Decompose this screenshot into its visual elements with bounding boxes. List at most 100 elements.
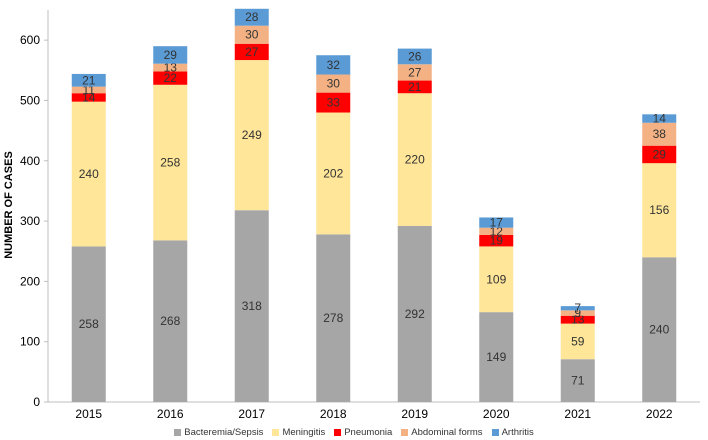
bar-segment <box>234 25 269 44</box>
data-label: 28 <box>245 10 259 24</box>
legend-label: Bacteremia/Sepsis <box>184 426 264 438</box>
bar-segment <box>153 240 188 402</box>
x-tick-label: 2020 <box>483 407 510 421</box>
y-axis: 0 100 200 300 400 500 600 <box>20 10 49 409</box>
x-axis: 2015 2016 2017 2018 2019 2020 2021 2022 <box>48 401 700 421</box>
data-label: 22 <box>164 71 178 85</box>
bar-segment <box>153 46 188 64</box>
legend-item: Meningitis <box>272 427 325 438</box>
bar-segment <box>71 93 106 102</box>
legend-item: Abdominal forms <box>401 426 483 438</box>
bar-segment <box>316 234 351 402</box>
bar-segment <box>153 71 188 85</box>
bar-segment <box>560 315 595 324</box>
legend-swatch <box>174 428 182 436</box>
bar-segment <box>560 359 595 402</box>
bar-segment <box>397 225 432 402</box>
data-label: 109 <box>486 272 506 286</box>
bar-segment <box>316 74 351 93</box>
bar-segment <box>234 8 269 26</box>
data-label: 14 <box>653 112 667 126</box>
bar-stack-2018: 278 202 33 30 32 <box>316 55 351 402</box>
data-label: 318 <box>242 299 262 313</box>
bar-segment <box>153 63 188 72</box>
bar-segment <box>479 246 514 313</box>
legend-swatch <box>491 428 499 436</box>
legend-swatch <box>272 428 280 436</box>
bar-segment <box>560 323 595 360</box>
data-label: 19 <box>490 234 504 248</box>
bar-segment <box>479 312 514 402</box>
data-label: 71 <box>571 374 585 388</box>
bar-segment <box>397 64 432 81</box>
y-tick-label: 600 <box>20 33 40 47</box>
data-label: 27 <box>245 45 259 59</box>
y-tick-label: 300 <box>20 214 40 228</box>
data-label: 26 <box>408 49 422 63</box>
data-label: 38 <box>653 127 667 141</box>
legend-swatch <box>401 428 409 436</box>
bar-segment <box>71 73 106 87</box>
x-tick-label: 2016 <box>157 407 184 421</box>
bar-segment <box>479 217 514 228</box>
data-label: 202 <box>323 166 343 180</box>
bar-segment <box>234 210 269 402</box>
bar-segment <box>642 257 677 402</box>
data-label: 32 <box>327 58 341 72</box>
data-label: 30 <box>327 77 341 91</box>
data-label: 249 <box>242 128 262 142</box>
x-tick-label: 2018 <box>320 407 347 421</box>
legend: Bacteremia/Sepsis Meningitis Pneumonia Abdo… <box>0 424 708 440</box>
bar-segment <box>397 80 432 94</box>
bar-segment <box>479 234 514 247</box>
x-tick-label: 2019 <box>401 407 428 421</box>
data-label: 149 <box>486 350 506 364</box>
y-tick-label: 0 <box>33 395 40 409</box>
data-label: 156 <box>649 203 669 217</box>
data-label: 240 <box>649 323 669 337</box>
y-tick-label: 100 <box>20 335 40 349</box>
bar-segment <box>642 163 677 258</box>
bar-segment <box>316 55 351 75</box>
data-label: 13 <box>164 61 178 75</box>
x-tick-label: 2017 <box>238 407 265 421</box>
bar-segment <box>316 112 351 235</box>
bar-segment <box>642 114 677 123</box>
data-label: 27 <box>408 65 422 79</box>
bar-segment <box>642 145 677 164</box>
bar-segment <box>71 246 106 402</box>
data-label: 12 <box>490 224 504 238</box>
legend-item: Arthritis <box>491 426 534 438</box>
bar-segment <box>71 86 106 94</box>
y-axis-label: NUMBER OF CASES <box>3 151 15 259</box>
legend-swatch <box>334 428 342 436</box>
legend-label: Arthritis <box>501 426 534 438</box>
bar-segment <box>234 60 269 211</box>
data-label: 9 <box>574 306 581 320</box>
bar-segment <box>71 101 106 247</box>
bar-segment <box>397 48 432 65</box>
legend-item: Bacteremia/Sepsis <box>174 427 263 438</box>
bar-segment <box>397 93 432 226</box>
data-label: 240 <box>79 167 99 181</box>
legend-label: Abdominal forms <box>411 426 483 438</box>
bar-segment <box>560 310 595 316</box>
bar-segment <box>316 92 351 113</box>
data-label: 17 <box>490 216 504 230</box>
data-label: 30 <box>245 28 259 42</box>
bar-segment <box>642 122 677 146</box>
data-label: 29 <box>164 48 178 62</box>
bars: 2582401411212682582213293182492730282782… <box>71 8 677 402</box>
data-label: 13 <box>571 313 585 327</box>
y-tick-label: 200 <box>20 274 40 288</box>
data-label: 258 <box>160 156 180 170</box>
y-tick-label: 500 <box>20 93 40 107</box>
bar-segment <box>234 43 269 61</box>
data-label: 268 <box>160 314 180 328</box>
data-label: 14 <box>82 90 96 104</box>
